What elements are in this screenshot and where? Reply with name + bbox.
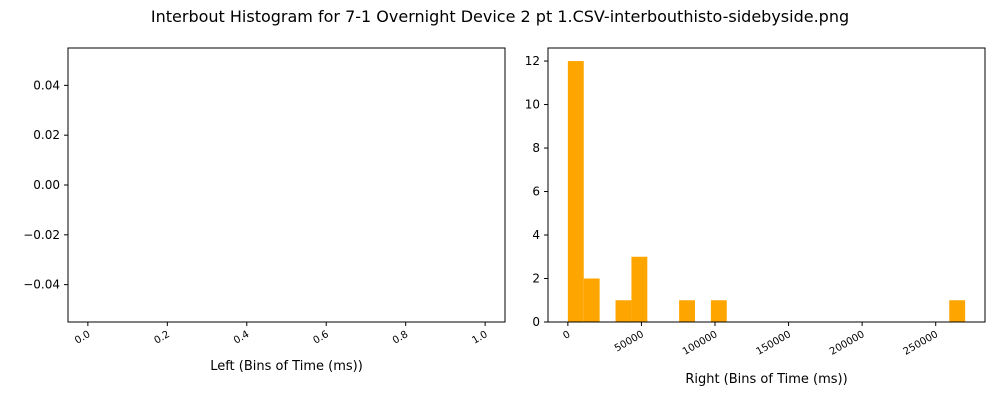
right-y-tick-label-6: 12 [525,54,540,68]
right-x-tick-label-5: 250000 [902,329,941,358]
left-x-tick-label-1: 0.2 [153,329,172,346]
right-histogram-bar-1 [583,278,600,322]
left-axis-ticks: 0.0 0.2 0.4 0.6 0.8 1.0 −0.04 −0.02 0.00 0.02 0.04 [23,78,489,346]
left-x-axis-label: Left (Bins of Time (ms)) [210,359,363,374]
right-histogram-bar-6 [949,300,966,322]
left-x-tick-label-2: 0.4 [232,329,251,346]
right-y-tick-label-1: 2 [532,272,540,286]
right-y-tick-label-3: 6 [532,185,540,199]
right-histogram-bars [567,61,966,323]
left-histogram: 0.0 0.2 0.4 0.6 0.8 1.0 −0.04 −0.02 0.00 0.02 0.04… [23,47,506,374]
right-y-tick-label-5: 10 [525,98,540,112]
figure-suptitle: Interbout Histogram for 7-1 Overnight De… [151,7,849,26]
left-x-tick-label-0: 0.0 [73,329,92,346]
left-y-tick-label-2: 0.00 [33,178,60,192]
right-x-tick-label-4: 200000 [828,329,867,358]
left-y-tick-label-3: 0.02 [33,128,60,142]
right-histogram-bar-3 [631,256,648,322]
right-histogram-bar-4 [679,300,695,322]
right-histogram-bar-2 [615,300,632,322]
left-x-tick-label-5: 1.0 [470,329,489,346]
right-histogram: 0 50000 100000 150000 200000 250000024681012 … [525,47,986,387]
left-y-tick-label-4: 0.04 [33,78,60,92]
right-x-tick-label-1: 50000 [613,329,646,354]
right-y-tick-label-0: 0 [532,315,540,329]
right-x-tick-label-3: 150000 [754,329,793,358]
left-plot-frame [67,47,506,323]
right-x-tick-label-0: 0 [561,329,572,342]
right-histogram-bar-0 [567,61,584,323]
left-y-tick-label-1: −0.02 [23,228,60,242]
right-y-tick-label-2: 4 [532,228,540,242]
right-y-tick-label-4: 8 [532,141,540,155]
left-x-tick-label-3: 0.6 [311,329,330,346]
right-plot-frame [547,47,986,323]
right-histogram-bar-5 [710,300,727,322]
left-y-tick-label-0: −0.04 [23,278,60,292]
right-x-axis-label: Right (Bins of Time (ms)) [685,372,847,387]
right-x-tick-label-2: 100000 [681,329,720,358]
left-x-tick-label-4: 0.8 [391,329,410,346]
